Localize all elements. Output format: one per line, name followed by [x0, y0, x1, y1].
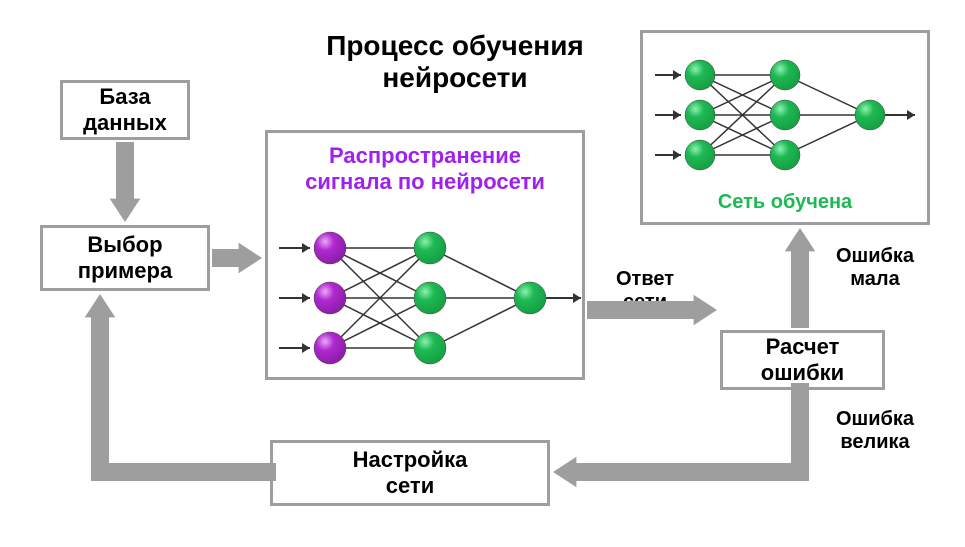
- title-text: Процесс обучения нейросети: [326, 30, 584, 93]
- box-database: Базаданных: [60, 80, 190, 140]
- label-error-small-text: Ошибкамала: [836, 245, 914, 290]
- box-database-text: Базаданных: [83, 84, 167, 137]
- label-answer: Ответсети: [600, 268, 690, 314]
- box-trained: Сеть обучена: [640, 30, 930, 225]
- box-select-text: Выборпримера: [78, 232, 172, 285]
- box-tuning-text: Настройкасети: [353, 447, 468, 500]
- box-select-example: Выборпримера: [40, 225, 210, 291]
- box-tuning: Настройкасети: [270, 440, 550, 506]
- box-propagation: Распространениесигнала по нейросети: [265, 130, 585, 380]
- diagram-title: Процесс обучения нейросети: [280, 30, 630, 94]
- trained-label: Сеть обучена: [718, 190, 852, 214]
- propagation-label: Распространениесигнала по нейросети: [305, 143, 545, 196]
- label-error-large: Ошибкавелика: [820, 408, 930, 454]
- label-answer-text: Ответсети: [616, 268, 674, 313]
- diagram-canvas: Процесс обучения нейросети Базаданных Вы…: [0, 0, 965, 547]
- box-calc-error: Расчетошибки: [720, 330, 885, 390]
- box-calc-error-text: Расчетошибки: [761, 334, 844, 387]
- label-error-large-text: Ошибкавелика: [836, 408, 914, 453]
- label-error-small: Ошибкамала: [820, 245, 930, 291]
